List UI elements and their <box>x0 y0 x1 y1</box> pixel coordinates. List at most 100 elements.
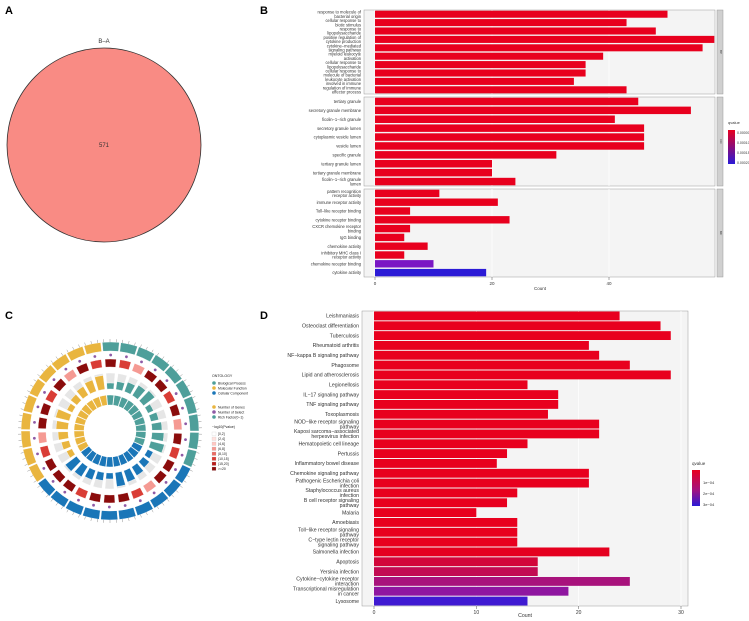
category-label: Kaposi sarcoma−associated <box>294 429 359 435</box>
outer-tick <box>162 356 165 360</box>
count-bar <box>118 359 132 371</box>
select-bar <box>55 420 70 430</box>
category-label: Phagosome <box>331 363 359 369</box>
facet-strip <box>716 96 724 187</box>
bar <box>374 596 528 606</box>
outer-tick <box>134 342 136 346</box>
outer-tick <box>167 499 170 502</box>
category-label: cytoplasmic vesicle lumen <box>314 135 362 140</box>
category-label: response to <box>340 27 362 32</box>
ontology-segment <box>118 507 137 520</box>
legend-label: (4,6] <box>218 442 225 446</box>
category-label: Pertussis <box>338 451 360 457</box>
category-label: chemokine receptor binding <box>311 261 362 266</box>
count-bar <box>89 359 103 370</box>
venn-count: 571 <box>99 143 110 149</box>
bar <box>375 106 691 115</box>
bar <box>375 233 405 242</box>
category-label: signaling pathway <box>328 48 361 53</box>
category-label: inhibitory MHC class I <box>321 251 361 256</box>
bar <box>375 198 498 206</box>
bar <box>374 449 508 459</box>
outer-tick <box>33 480 37 483</box>
category-label: pathway <box>340 533 360 539</box>
outer-tick <box>146 512 148 516</box>
category-label: Legionellosis <box>329 383 359 389</box>
outer-tick <box>61 506 64 510</box>
plot-panel <box>361 310 689 607</box>
outer-tick <box>72 512 74 516</box>
bar <box>375 86 627 94</box>
legend-label: Rich Factor(0~1) <box>218 416 243 420</box>
category-label: response to molecule of <box>318 10 362 15</box>
ontology-segment <box>50 490 70 508</box>
select-dot <box>174 468 177 471</box>
outer-tick <box>37 485 40 488</box>
select-dot <box>43 391 46 394</box>
outer-tick <box>197 446 201 448</box>
bar <box>374 478 589 488</box>
category-label: C−type lectin receptor <box>308 537 359 543</box>
select-dot <box>78 359 82 363</box>
rich-factor-segment <box>106 456 114 468</box>
category-label: Leishmaniasis <box>326 314 359 320</box>
legend-swatch <box>212 410 216 414</box>
category-label: infection <box>340 493 359 499</box>
bar <box>374 340 589 350</box>
category-label: myeloid leukocyte <box>328 52 361 57</box>
count-bar <box>143 369 158 383</box>
category-label: lipopolysaccharide <box>327 31 361 36</box>
outer-tick <box>176 490 179 493</box>
select-bar <box>148 412 159 422</box>
legend-swatch <box>211 466 217 471</box>
category-label: cytokine activity <box>332 270 362 275</box>
category-label: cellular response to <box>326 69 362 74</box>
legend-label: 2e−04 <box>703 491 715 496</box>
legend-swatch <box>211 436 217 441</box>
outer-tick <box>20 408 24 410</box>
category-label: CXCR chemokine receptor <box>312 224 361 229</box>
bar <box>375 124 645 132</box>
category-label: lumen <box>350 181 362 186</box>
category-label: ficolin−1−rich granule <box>322 117 362 122</box>
ontology-segment <box>22 447 37 467</box>
outer-tick <box>192 464 196 466</box>
select-dot <box>140 360 143 364</box>
select-dot <box>184 422 188 426</box>
outer-tick <box>30 475 34 478</box>
outer-tick <box>197 414 201 416</box>
ontology-segment <box>174 464 191 484</box>
ontology-segment <box>134 500 154 516</box>
ontology-segment <box>23 394 38 414</box>
select-bar <box>131 384 146 400</box>
select-bar <box>70 394 82 406</box>
count-bar <box>172 418 183 431</box>
category-label: IL−17 signaling pathway <box>303 392 359 398</box>
outer-tick <box>194 458 198 460</box>
bar <box>374 360 630 370</box>
bar <box>375 19 627 27</box>
select-dot <box>109 353 113 357</box>
category-label: Toll−like receptor signaling <box>298 528 359 534</box>
select-bar <box>74 462 89 478</box>
select-dot <box>165 379 169 383</box>
bar <box>375 207 411 215</box>
select-bar <box>76 386 89 400</box>
ontology-segment <box>102 341 120 352</box>
category-label: pathway <box>340 503 360 509</box>
category-label: bacterial origin <box>334 14 361 19</box>
category-label: Malaria <box>342 510 359 516</box>
bar <box>374 567 538 577</box>
select-bar <box>84 467 96 481</box>
bar <box>375 133 645 141</box>
select-bar <box>64 455 82 472</box>
outer-tick <box>90 340 92 344</box>
bar <box>374 321 661 331</box>
select-dot <box>36 405 40 409</box>
count-bar <box>39 445 51 459</box>
outer-tick <box>151 349 154 353</box>
select-bar <box>144 449 154 459</box>
x-axis-label: Count <box>534 286 547 291</box>
x-tick-label: 40 <box>606 281 612 286</box>
outer-tick <box>180 374 183 377</box>
